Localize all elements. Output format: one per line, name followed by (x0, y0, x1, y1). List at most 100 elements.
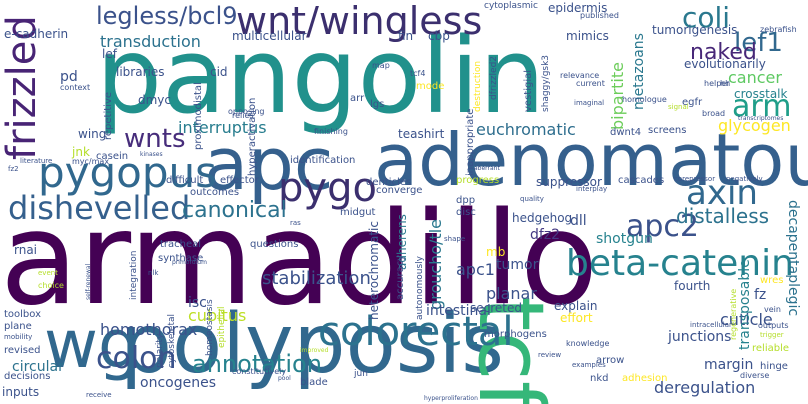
word-ras: ras (290, 219, 301, 227)
word-shaggy-gsk3: shaggy/gsk3 (541, 54, 551, 112)
word-homothorax: homothorax (100, 320, 198, 339)
word-pd: pd (60, 69, 78, 85)
word-wres: wres (760, 275, 784, 286)
word-shotgun: shotgun (596, 231, 653, 247)
word-isc: isc (188, 295, 207, 311)
word-libraries: libraries (116, 65, 165, 79)
word-choice: choice (38, 281, 64, 290)
word-relies: relies (232, 111, 254, 120)
word-wing: wing (78, 127, 107, 141)
word-epithelial: epithelial (217, 306, 227, 348)
word-tcf4: tcf4 (410, 69, 426, 78)
word-improved: improved (300, 347, 329, 354)
word-self-renewal: self-renewal (85, 263, 92, 300)
word-cascades: cascades (618, 175, 665, 186)
word-fin: fin (398, 29, 414, 43)
word-euchromatic: euchromatic (476, 120, 576, 139)
word-questions: questions (250, 239, 299, 250)
word-pygo: pygo (278, 165, 377, 211)
word-axin: axin (686, 173, 758, 213)
word-multicellular: multicellular (232, 29, 307, 43)
word-crosstalk: crosstalk (734, 87, 788, 101)
word-wnt-wingless: wnt/wingless (236, 0, 483, 43)
word-nkd: nkd (590, 373, 609, 384)
word-vestigial: vestigial (523, 69, 534, 112)
word-transcriptomes: transcriptomes (738, 115, 784, 122)
word-adenomatous: adenomatous (374, 118, 808, 202)
word-tumor: tumor (496, 257, 539, 273)
word-distalless: distalless (676, 204, 770, 228)
word-dfz2: dfz2 (530, 227, 561, 243)
word-interruptus: interruptus (178, 118, 267, 137)
word-fz2: fz2 (8, 165, 19, 173)
word-revised: revised (4, 345, 41, 356)
word-primordium: primordium (172, 259, 207, 266)
word-context: context (60, 83, 91, 92)
word-apc1: apc1 (456, 260, 495, 279)
word-transduction: transduction (100, 32, 201, 51)
word-decisions: decisions (4, 371, 51, 382)
word-groucho-tle: groucho/tle (426, 219, 445, 310)
word-disc: disc (456, 207, 476, 218)
word-dpp: dpp (456, 195, 476, 206)
word-mimics: mimics (566, 29, 609, 43)
word-tumorigenesis: tumorigenesis (652, 23, 738, 37)
word-fourth: fourth (674, 279, 711, 293)
word-teashirt: teashirt (398, 127, 445, 141)
word-vein: vein (764, 305, 781, 314)
word-quality: quality (520, 195, 544, 203)
word-dwnt4: dwnt4 (610, 127, 642, 138)
word-lef1: lef1 (734, 28, 783, 58)
word-map: map (372, 61, 390, 70)
word-published: published (580, 11, 619, 20)
word-converge: converge (376, 185, 423, 196)
word-cytoplasmic: cytoplasmic (484, 1, 538, 11)
word-suppressor: suppressor (536, 175, 602, 189)
word-morphogens: morphogens (484, 329, 547, 340)
word-colon: colon (96, 341, 177, 376)
word-constitutively: constitutively (232, 367, 287, 376)
word-relevance: relevance (560, 71, 600, 80)
word-proximodistal: proximodistal (193, 82, 204, 150)
word-hedgehog: hedgehog (512, 211, 573, 225)
word-dishevelled: dishevelled (8, 189, 191, 227)
word-review: review (538, 351, 562, 359)
word-apc: apc (204, 122, 334, 206)
word-identification: identification (290, 155, 356, 166)
word-progress: progress (456, 175, 500, 186)
word-synthase: synthase (158, 253, 204, 264)
word-planar: planar (486, 284, 537, 303)
word-signal: signal (668, 103, 689, 111)
word-egfr: egfr (682, 97, 703, 108)
word-secreted: secreted (470, 301, 522, 315)
word-lef: lef (102, 47, 117, 61)
word-colorectal: colorectal (318, 309, 514, 355)
word-mode: mode (416, 81, 445, 92)
word-polyposis: polyposis (120, 297, 504, 392)
word-hinge: hinge (760, 361, 788, 372)
word-hh: hh (720, 79, 731, 88)
word-finishing: finishing (314, 127, 348, 136)
word-pool: pool (278, 375, 291, 382)
word-jnk: jnk (72, 145, 90, 159)
word-apc2: apc2 (626, 209, 700, 244)
word-midgut: midgut (340, 207, 376, 218)
word-autonomously: autonomously (415, 256, 425, 320)
word-diverse: diverse (740, 371, 770, 380)
word-dll: dll (570, 213, 587, 229)
word-effector: effector (220, 175, 259, 186)
word-arm: arm (732, 89, 792, 124)
word-cbp: cbp (428, 29, 450, 43)
word-legless-bcl9: legless/bcl9 (96, 2, 238, 30)
word-cid: cid (210, 65, 228, 79)
word-shape: shape (444, 235, 466, 243)
word-accuracy: accuracy (395, 254, 406, 300)
word-junctions: junctions (668, 329, 732, 345)
word-trigger: trigger (760, 331, 784, 339)
word-epidermis: epidermis (548, 1, 608, 15)
word-arrow: arrow (596, 355, 625, 366)
word-pygopus: pygopus (38, 148, 218, 197)
word-wnts: wnts (124, 124, 186, 154)
word-regenerative: regenerative (729, 288, 738, 340)
